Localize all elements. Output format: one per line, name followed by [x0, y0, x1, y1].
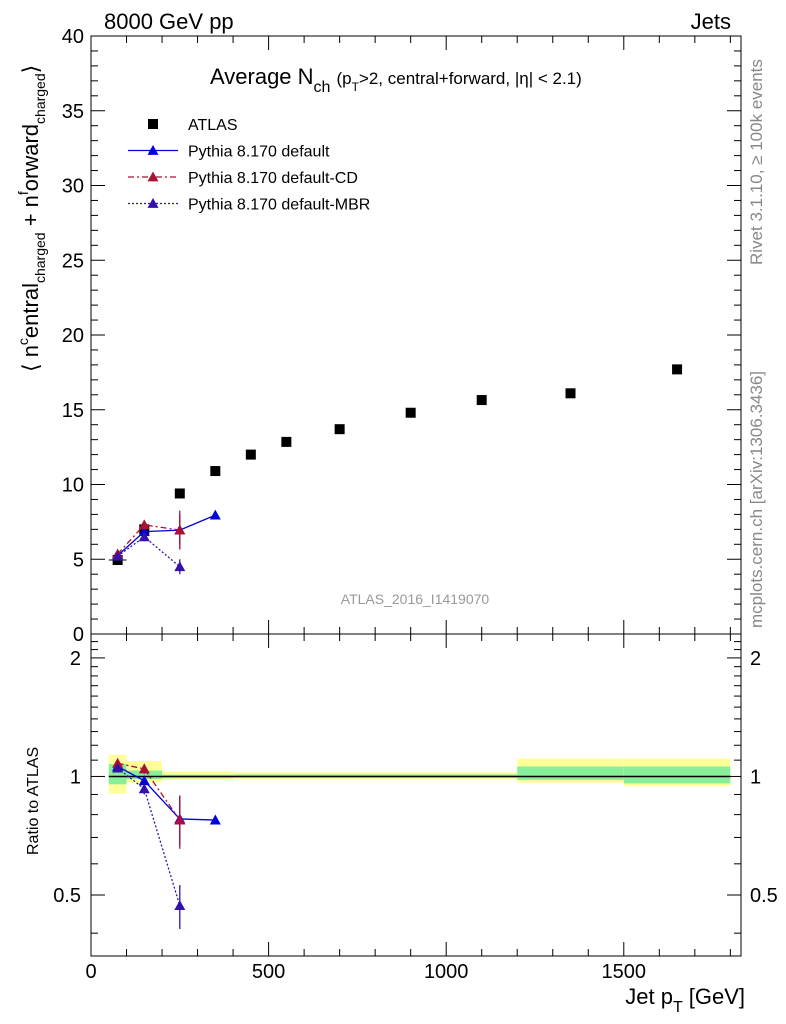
ratio-series-line-1 — [117, 762, 181, 821]
atlas-data-point — [174, 488, 185, 499]
main-ytick-label: 15 — [62, 400, 84, 422]
ratio-ylabel: Ratio to ATLAS — [25, 747, 42, 855]
main-ytick-label: 20 — [62, 325, 84, 347]
ratio-marker-2 — [138, 783, 150, 794]
ylabel-part-4: + n — [18, 195, 43, 232]
atlas-data-point — [672, 364, 683, 375]
main-ytick-label: 35 — [62, 101, 84, 123]
mc-marker-1 — [138, 519, 150, 530]
title-main: Average N — [210, 64, 314, 89]
atlas-data-point — [476, 395, 487, 406]
atlas-data-point — [405, 407, 416, 418]
main-ytick-label: 25 — [62, 250, 84, 272]
mc-marker-2 — [174, 561, 186, 572]
ylabel-part-8: ⟩ — [18, 65, 43, 74]
main-ytick-label: 10 — [62, 475, 84, 497]
xtick-label: 1500 — [602, 961, 647, 983]
legend-label-1: Pythia 8.170 default — [188, 144, 330, 161]
xlabel-main: Jet p — [625, 984, 673, 1009]
title-rest-a: (p — [336, 69, 351, 88]
ylabel-part-7: charged — [32, 73, 48, 124]
ratio-series-line-2 — [117, 767, 181, 906]
atlas-data-point — [565, 388, 576, 399]
analysis-watermark: ATLAS_2016_I1419070 — [341, 591, 490, 607]
ratio-band-inner-4 — [517, 766, 624, 780]
main-ytick-label: 40 — [62, 26, 84, 48]
mc-marker-1 — [174, 524, 186, 535]
mc-marker-2 — [138, 531, 150, 542]
legend-marker-2 — [147, 171, 159, 182]
ratio-series-line-0 — [117, 765, 216, 821]
ratio-marker-1 — [174, 814, 186, 825]
atlas-data-point — [281, 436, 292, 447]
ratio-band-inner-1 — [126, 770, 163, 780]
ratio-marker-2 — [112, 762, 124, 773]
mcplots-label: mcplots.cern.ch [arXiv:1306.3436] — [747, 371, 766, 628]
ratio-marker-1 — [138, 763, 150, 774]
xlabel-sub: T — [673, 999, 683, 1016]
legend-marker-3 — [147, 198, 159, 208]
ratio-ytick-label: 1 — [70, 766, 81, 788]
legend: ATLAS Pythia 8.170 default Pythia 8.170 de… — [128, 117, 370, 214]
ylabel-part-0: ⟨ n — [18, 345, 43, 372]
ratio-marker-0 — [138, 775, 150, 786]
main-panel-axes: 0 5 10 15 20 25 30 35 40 — [62, 26, 741, 646]
mc-marker-2 — [112, 550, 124, 561]
ratio-panel-series — [112, 757, 221, 929]
mc-marker-0 — [209, 509, 221, 520]
legend-atlas-marker — [148, 119, 158, 129]
ylabel-part-5: f — [15, 191, 31, 195]
ylabel-part-2: entral — [18, 283, 43, 338]
atlas-data-point — [210, 466, 221, 477]
ratio-frame — [90, 633, 742, 957]
ratio-ytick-label: 2 — [70, 648, 81, 670]
xtick-label: 1000 — [424, 961, 469, 983]
mc-series-line-2 — [117, 535, 181, 568]
mc-series-line-0 — [117, 514, 216, 556]
ratio-ytick-label: 0.5 — [53, 885, 81, 907]
main-ytick-label: 0 — [73, 624, 84, 646]
xtick-label: 500 — [252, 961, 285, 983]
atlas-data-point — [245, 449, 256, 460]
main-ylabel: ⟨ ncentralcharged + nforwardcharged⟩ — [15, 65, 48, 372]
ylabel-part-3: charged — [32, 232, 48, 283]
ratio-panel-bands — [108, 754, 731, 794]
xlabel-unit: [GeV] — [689, 984, 745, 1009]
title-rest-c: >2, central+forward, |η| < 2.1) — [359, 69, 582, 88]
main-title: Average Nch (pT>2, central+forward, |η| <… — [210, 64, 582, 96]
legend-label-3: Pythia 8.170 default-MBR — [188, 197, 370, 214]
title-sub: ch — [314, 79, 331, 96]
ylabel-part-6: orward — [18, 124, 43, 191]
ratio-band-inner-5 — [623, 766, 731, 784]
main-ytick-label: 5 — [73, 549, 84, 571]
mc-marker-0 — [138, 526, 150, 536]
header-left: 8000 GeV pp — [104, 9, 234, 34]
ylabel-part-1: c — [15, 338, 31, 345]
rivet-version-label: Rivet 3.1.10, ≥ 100k events — [747, 59, 766, 265]
main-ytick-label: 30 — [62, 176, 84, 198]
ratio-ytick-label-right: 2 — [750, 648, 761, 670]
legend-label-0: ATLAS — [188, 117, 238, 134]
atlas-data-point — [334, 424, 345, 435]
ratio-marker-0 — [209, 814, 221, 825]
ratio-ytick-label-right: 0.5 — [750, 885, 778, 907]
legend-marker-1 — [147, 145, 159, 155]
header-right: Jets — [691, 9, 731, 34]
ratio-panel-axes: 0.5 0.5 1 1 2 2 0 500 1000 1500 — [53, 633, 778, 983]
title-rest-b: T — [352, 80, 360, 94]
main-panel-series — [108, 364, 683, 575]
ratio-marker-2 — [174, 900, 186, 910]
xtick-label: 0 — [85, 961, 96, 983]
legend-label-2: Pythia 8.170 default-CD — [188, 170, 358, 187]
ratio-ytick-label-right: 1 — [750, 766, 761, 788]
xlabel: Jet pT [GeV] — [625, 984, 745, 1016]
